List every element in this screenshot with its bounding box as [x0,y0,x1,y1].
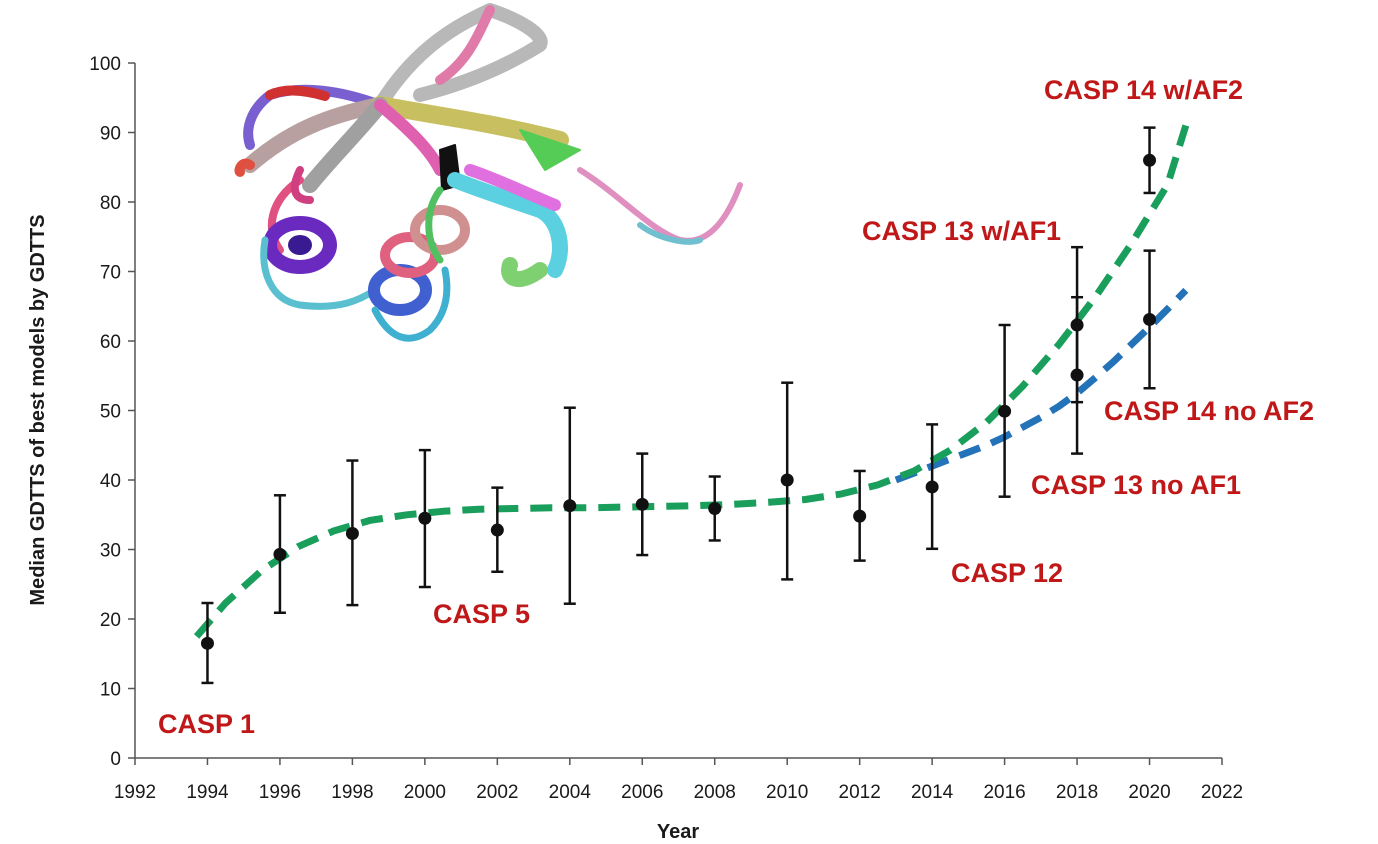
protein-structure-illustration [234,3,743,342]
data-point [563,499,577,513]
data-point-group [273,494,287,614]
y-tick-label: 40 [100,471,121,492]
data-point [273,547,287,561]
y-tick-label: 90 [100,124,121,145]
x-tick-label: 2022 [1201,782,1243,803]
x-tick-label: 1998 [331,782,373,803]
data-point [998,404,1012,418]
data-point-group [345,459,359,607]
x-tick-label: 2008 [694,782,736,803]
data-point [345,527,359,541]
annotation-casp-14-no-af2: CASP 14 no AF2 [1104,396,1314,426]
data-point-group [1143,249,1157,390]
y-tick-label: 100 [89,54,121,75]
data-point [490,523,504,537]
data-point [635,497,649,511]
x-tick-label: 1992 [114,782,156,803]
x-tick-label: 2000 [404,782,446,803]
y-tick-label: 80 [100,193,121,214]
data-point-group [708,475,722,542]
trend-lines [193,124,1190,639]
data-point [780,473,794,487]
data-point-group [998,323,1012,498]
trend-line-green [193,124,1190,639]
x-tick-label: 2002 [476,782,518,803]
data-point-group [780,381,794,581]
annotation-casp-14-w-af2: CASP 14 w/AF2 [1044,75,1243,105]
data-point [1070,318,1084,332]
data-point [418,511,432,525]
data-point [853,509,867,523]
data-point-group [925,423,939,551]
data-points [200,126,1157,685]
x-tick-label: 1994 [186,782,229,803]
data-point [1143,153,1157,167]
x-tick-label: 1996 [259,782,301,803]
data-point-group [1143,126,1157,195]
y-axis-ticks: 0 10 20 30 40 50 60 70 80 90 100 [89,54,135,770]
data-point-group [563,406,577,605]
data-point-group [490,486,504,573]
y-tick-label: 30 [100,541,121,562]
trend-line-blue [894,287,1189,484]
y-tick-label: 70 [100,263,121,284]
x-tick-label: 2010 [766,782,808,803]
data-point-group [418,448,432,589]
y-tick-label: 60 [100,332,121,353]
x-tick-label: 2018 [1056,782,1098,803]
annotation-casp-13-w-af1: CASP 13 w/AF1 [862,216,1061,246]
data-point [200,636,214,650]
x-tick-label: 2020 [1128,782,1170,803]
data-point [708,501,722,515]
x-tick-label: 2012 [839,782,881,803]
x-tick-label: 2004 [549,782,592,803]
x-axis-title: Year [657,821,699,843]
y-tick-label: 0 [110,749,121,770]
data-point-group [853,469,867,562]
casp-annotations: CASP 1 CASP 5 CASP 12 CASP 13 no AF1 CAS… [158,75,1314,739]
y-tick-label: 20 [100,610,121,631]
x-tick-label: 2016 [983,782,1025,803]
x-tick-label: 2006 [621,782,663,803]
data-point [1143,312,1157,326]
annotation-casp-5: CASP 5 [433,599,530,629]
annotation-casp-12: CASP 12 [951,558,1063,588]
data-point-group [1070,245,1084,404]
x-axis-ticks: 1992 1994 1996 1998 2000 2002 2004 2006 2008 2010… [114,758,1243,803]
y-tick-label: 10 [100,680,121,701]
x-tick-label: 2014 [911,782,954,803]
data-point [925,480,939,494]
annotation-casp-13-no-af1: CASP 13 no AF1 [1031,470,1241,500]
y-axis-title: Median GDTTS of best models by GDTTS [27,214,49,605]
data-point-group [200,601,214,685]
y-tick-label: 50 [100,402,121,423]
data-point-group [635,452,649,557]
annotation-casp-1: CASP 1 [158,709,255,739]
